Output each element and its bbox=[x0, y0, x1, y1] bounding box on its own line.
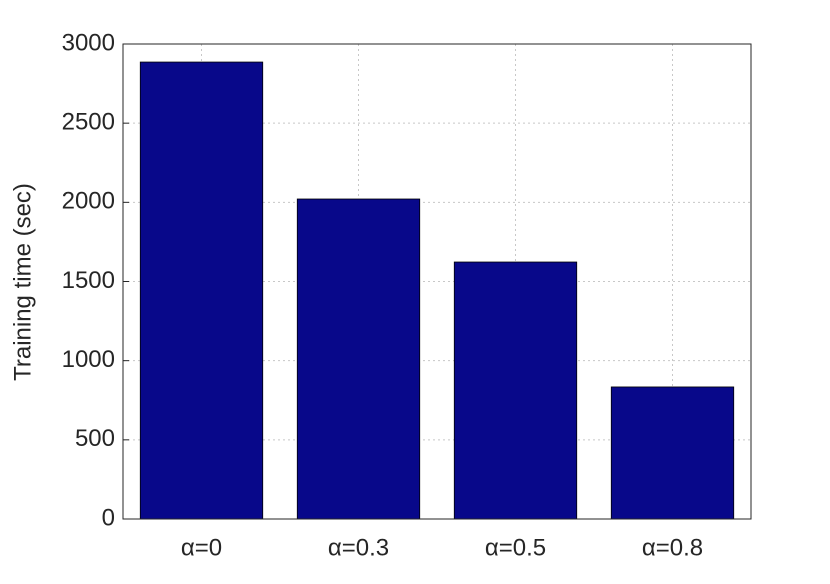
x-tick-label: α=0 bbox=[181, 534, 222, 561]
plot-frame bbox=[122, 43, 752, 520]
bar bbox=[139, 61, 264, 520]
y-tick-label: 0 bbox=[102, 504, 115, 531]
bar bbox=[296, 198, 421, 520]
y-tick-label: 3000 bbox=[62, 29, 115, 56]
x-tick-label: α=0.3 bbox=[328, 534, 389, 561]
bar bbox=[453, 261, 578, 520]
y-tick-label: 1000 bbox=[62, 346, 115, 373]
x-tick-label: α=0.5 bbox=[485, 534, 546, 561]
y-tick-label: 500 bbox=[75, 425, 115, 452]
y-tick-label: 2000 bbox=[62, 188, 115, 215]
y-tick-label: 2500 bbox=[62, 109, 115, 136]
x-tick-label: α=0.8 bbox=[642, 534, 703, 561]
y-tick-label: 1500 bbox=[62, 267, 115, 294]
y-axis-label: Training time (sec) bbox=[9, 183, 36, 381]
bar bbox=[610, 386, 735, 520]
